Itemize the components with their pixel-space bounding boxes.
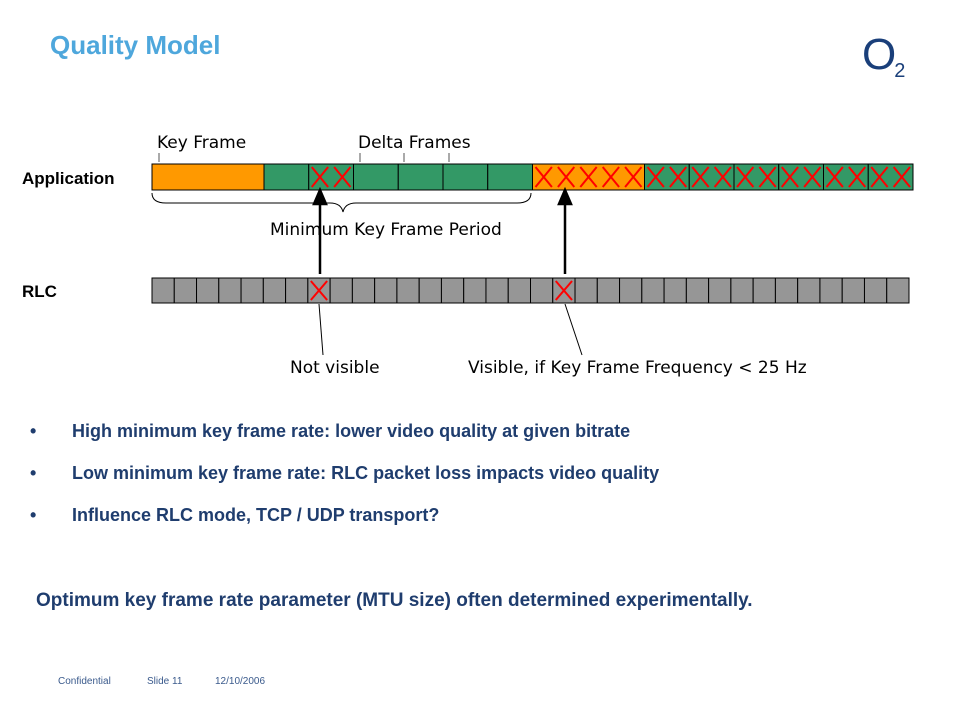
visible-label: Visible, if Key Frame Frequency < 25 Hz	[468, 358, 807, 378]
label-ticks	[158, 153, 450, 162]
rlc-block	[374, 277, 398, 304]
rlc-block	[663, 277, 687, 304]
loss-mark	[736, 166, 755, 188]
rlc-block	[485, 277, 509, 304]
rlc-block	[863, 277, 888, 304]
loss-mark	[601, 166, 620, 188]
callout-lines	[318, 303, 583, 356]
rlc-block	[708, 277, 732, 304]
delta-frame	[688, 163, 735, 191]
rlc-block	[886, 277, 910, 304]
rlc-block	[440, 277, 465, 304]
delta-frame	[263, 163, 310, 191]
loss-mark	[534, 166, 553, 188]
footer-confidential: Confidential	[58, 676, 111, 687]
rlc-block	[641, 277, 665, 304]
loss-mark	[848, 166, 867, 188]
rlc-block	[530, 277, 554, 304]
bullet-text: Low minimum key frame rate: RLC packet l…	[72, 463, 660, 483]
delta-frame	[442, 163, 489, 191]
rlc-block	[752, 277, 776, 304]
bullet-item: • Low minimum key frame rate: RLC packet …	[30, 452, 659, 494]
loss-mark	[825, 166, 844, 188]
loss-mark	[310, 166, 329, 188]
delta-frame	[487, 163, 533, 191]
rlc-block	[463, 277, 487, 304]
delta-frame	[867, 163, 914, 191]
loss-mark	[713, 166, 732, 188]
loss-mark	[333, 166, 352, 188]
delta-frame	[308, 163, 354, 191]
rlc-block	[285, 277, 309, 304]
rlc-block	[685, 277, 710, 304]
rlc-block	[418, 277, 442, 304]
rlc-block	[596, 277, 621, 304]
rlc-block	[196, 277, 220, 304]
rlc-block	[774, 277, 799, 304]
delta-frame	[353, 163, 399, 191]
bullet-dot: •	[30, 505, 37, 525]
rlc-label: RLC	[22, 282, 57, 301]
loss-mark	[803, 166, 822, 188]
loss-mark	[870, 166, 889, 188]
bullet-text: High minimum key frame rate: lower video…	[72, 421, 631, 441]
delta-frame	[733, 163, 780, 191]
slide-title: Quality Model	[50, 30, 221, 60]
rlc-block	[240, 277, 264, 304]
loss-mark	[624, 166, 643, 188]
loss-mark	[557, 166, 576, 188]
rlc-block	[218, 277, 242, 304]
rlc-block	[841, 277, 865, 304]
loss-arrows	[312, 186, 573, 274]
loss-mark	[646, 166, 665, 188]
rlc-block	[262, 277, 287, 304]
loss-mark	[892, 166, 911, 188]
rlc-block	[151, 277, 175, 304]
rlc-block	[819, 277, 843, 304]
loss-mark	[555, 280, 573, 301]
bullet-text: Influence RLC mode, TCP / UDP transport?	[72, 505, 440, 525]
rlc-block	[797, 277, 821, 304]
rlc-block	[396, 277, 420, 304]
rlc-block	[351, 277, 376, 304]
key-frame	[151, 163, 265, 191]
loss-mark	[310, 280, 328, 301]
rlc-bar	[151, 277, 910, 304]
delta-frame	[823, 163, 869, 191]
logo-main: O	[862, 30, 897, 79]
rlc-block	[730, 277, 754, 304]
loss-mark	[758, 166, 777, 188]
rlc-block	[329, 277, 353, 304]
bullet-dot: •	[30, 421, 37, 441]
min-period-label: Minimum Key Frame Period	[270, 220, 502, 240]
application-bar	[151, 163, 914, 191]
footer-slide-number: Slide 11	[147, 676, 183, 687]
loss-mark	[691, 166, 710, 188]
conclusion-text: Optimum key frame rate parameter (MTU si…	[36, 590, 753, 611]
logo-sub: 2	[894, 60, 906, 82]
delta-frame	[644, 163, 690, 191]
bullet-list: • High minimum key frame rate: lower vide…	[30, 410, 659, 536]
frame-loss-diagram: Key Frame Delta Frames Application Minim…	[22, 133, 914, 378]
bullet-item: • Influence RLC mode, TCP / UDP transport…	[30, 494, 659, 536]
bullet-dot: •	[30, 463, 37, 483]
loss-mark	[780, 166, 799, 188]
loss-mark	[579, 166, 598, 188]
rlc-block	[507, 277, 531, 304]
footer-date: 12/10/2006	[215, 676, 266, 687]
delta-frame	[778, 163, 824, 191]
period-brace	[151, 192, 532, 213]
rlc-block	[574, 277, 598, 304]
application-label: Application	[22, 169, 115, 188]
loss-mark	[669, 166, 688, 188]
delta-frame	[397, 163, 444, 191]
o2-logo: O2	[862, 30, 907, 83]
bullet-item: • High minimum key frame rate: lower vide…	[30, 410, 659, 452]
rlc-block	[173, 277, 198, 304]
delta-frames-label: Delta Frames	[358, 133, 471, 153]
not-visible-label: Not visible	[290, 358, 380, 378]
rlc-block	[619, 277, 643, 304]
key-frame-label: Key Frame	[157, 133, 246, 153]
